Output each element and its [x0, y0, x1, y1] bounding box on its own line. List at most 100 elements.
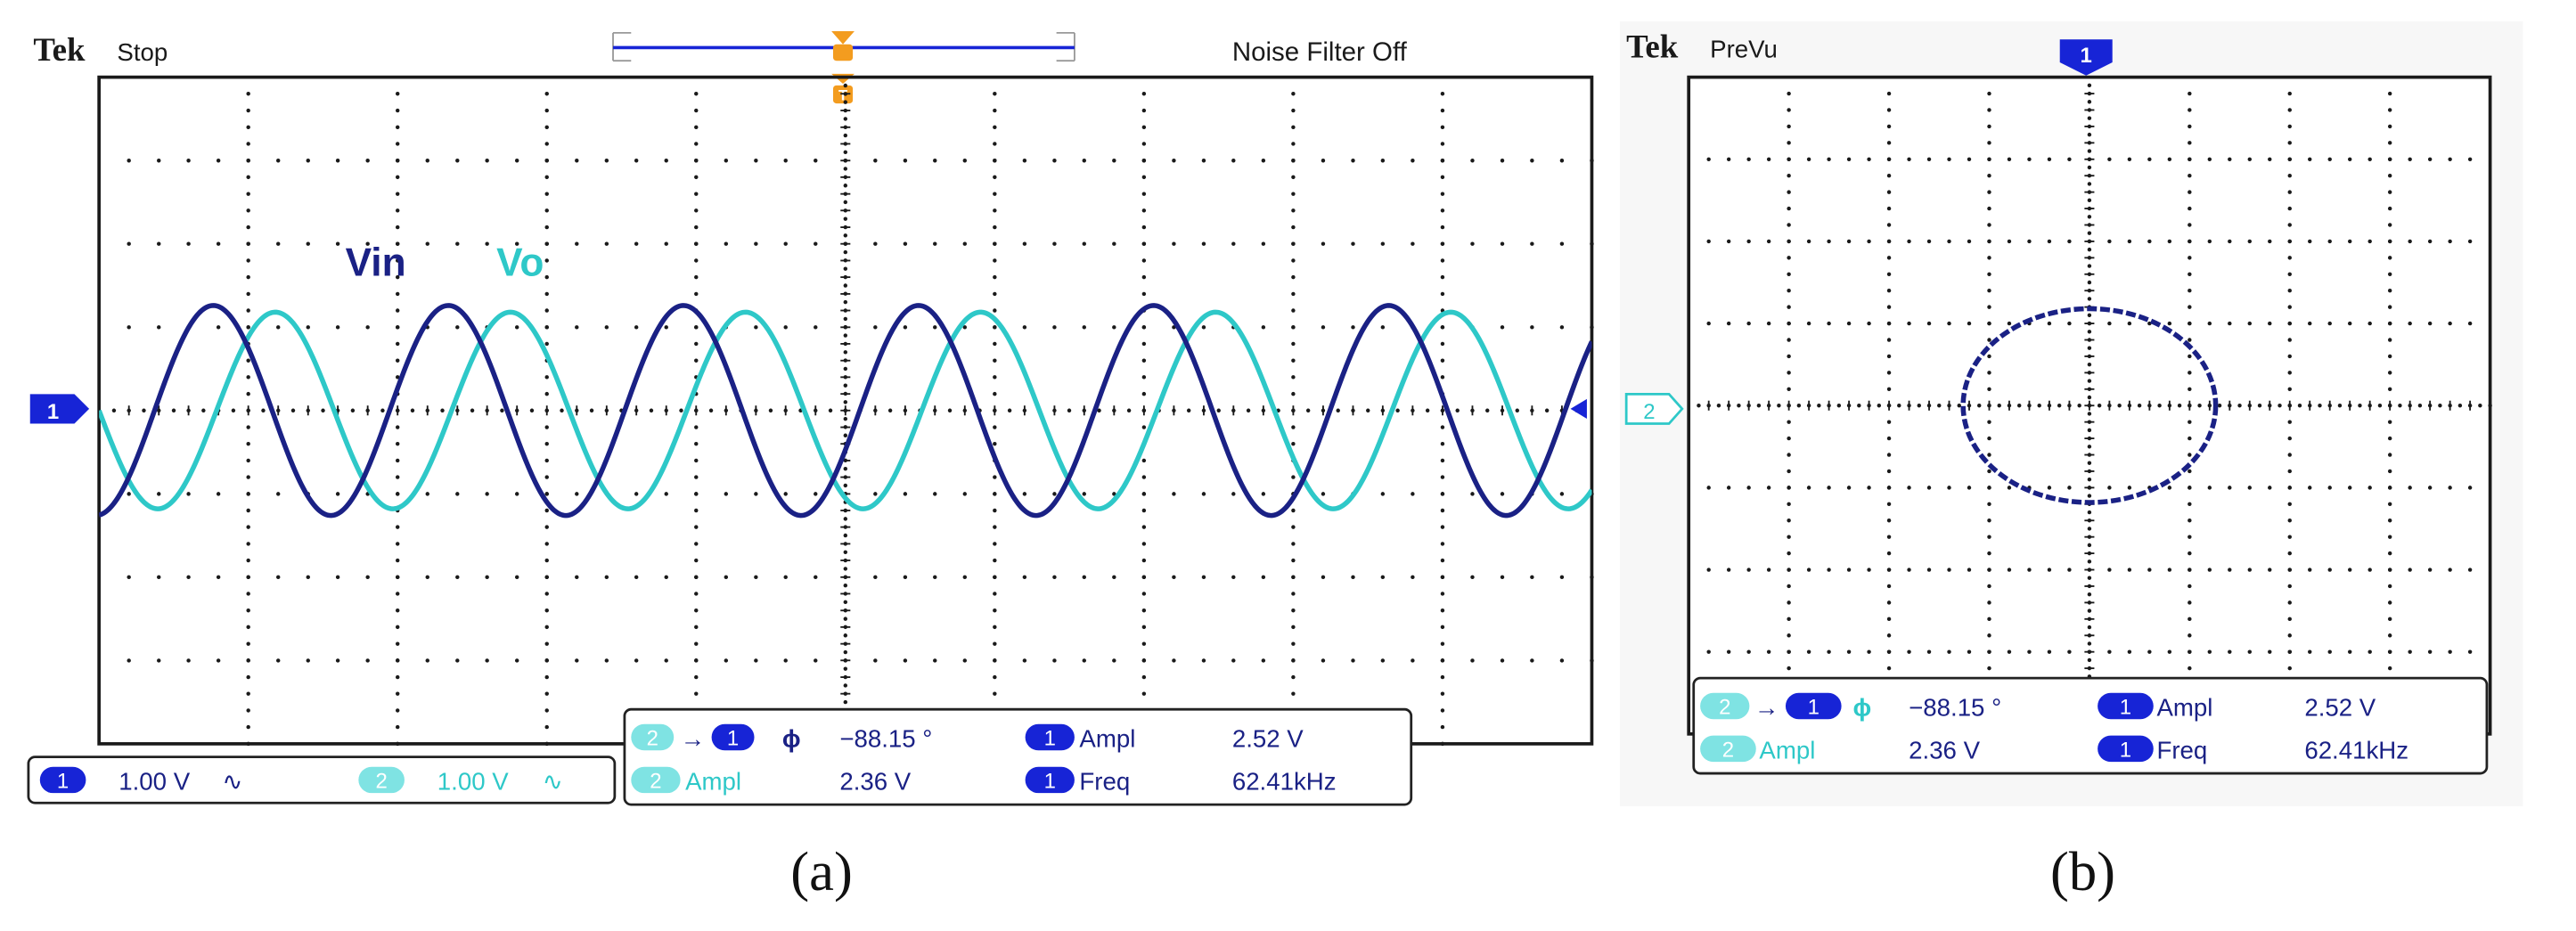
- panel-b-grid-dot: [1987, 239, 1991, 244]
- panel-b-grid-dot: [1886, 387, 1892, 392]
- noise-filter-status: Noise Filter Off: [1232, 37, 1408, 67]
- panel-b-grid-dot: [2188, 354, 2192, 359]
- panel-b-grid-dot: [2287, 157, 2292, 161]
- panel-a-grid-dot: [828, 408, 833, 412]
- panel-a-status: Stop: [117, 38, 168, 66]
- panel-a-grid-dot: [157, 325, 161, 330]
- panel-a-grid-dot: [903, 575, 908, 580]
- panel-a-grid-dot: [231, 408, 236, 412]
- panel-b-grid-dot: [2287, 568, 2292, 572]
- panel-a-grid-dot: [276, 159, 281, 163]
- panel-b-grid-dot: [2047, 239, 2052, 244]
- panel-a-grid-dot: [1440, 492, 1445, 496]
- trigger-position-icon[interactable]: T: [831, 31, 855, 103]
- panel-a-grid-dot: [1261, 575, 1266, 580]
- panel-a-grid-dot: [1112, 658, 1116, 663]
- panel-a-grid-dot: [1291, 142, 1296, 146]
- panel-a-grid-dot: [1291, 641, 1296, 646]
- vo-label: Vo: [496, 241, 544, 285]
- panel-b-grid-dot: [1987, 519, 1991, 523]
- panel-b-grid-dot: [2287, 666, 2292, 671]
- svg-text:2: 2: [1722, 739, 1734, 763]
- ch1-freq-measurement-b[interactable]: 1 Freq 62.41kHz: [2098, 735, 2408, 764]
- panel-a-grid-dot: [1440, 508, 1445, 513]
- panel-a-grid-dot: [395, 558, 400, 563]
- panel-a-grid-dot: [544, 592, 549, 596]
- panel-b-grid-dot: [1846, 239, 1852, 244]
- panel-a-grid-dot: [335, 492, 340, 496]
- panel-a-grid-dot: [544, 575, 549, 580]
- panel-a-grid-dot: [814, 492, 818, 496]
- panel-b-grid-dot: [2287, 239, 2292, 244]
- panel-a-grid-dot: [216, 658, 221, 663]
- ch1-ampl-measurement[interactable]: 1 Ampl 2.52 V: [1025, 723, 1304, 753]
- panel-a-grid-dot: [1559, 575, 1565, 580]
- panel-b-grid-dot: [2087, 641, 2092, 646]
- panel-a-grid-dot: [1291, 375, 1296, 380]
- panel-a-grid-dot: [246, 542, 250, 546]
- panel-b-grid-dot: [2188, 568, 2192, 572]
- panel-a-grid-dot: [455, 658, 460, 663]
- panel-b-grid-dot: [1766, 239, 1771, 244]
- panel-b-grid-dot: [1846, 568, 1852, 572]
- panel-a-grid-dot: [1440, 291, 1445, 297]
- panel-a-grid-dot: [1022, 658, 1027, 663]
- panel-a-grid-dot: [933, 492, 937, 496]
- panel-a-grid-dot: [261, 408, 266, 412]
- ch1-ground-marker[interactable]: 1: [29, 394, 90, 424]
- panel-b-grid-dot: [2087, 494, 2092, 498]
- panel-b-grid-dot: [2087, 657, 2092, 663]
- ch2-scale-readout[interactable]: 2 1.00 V ∿: [358, 766, 563, 796]
- ch1-position-marker[interactable]: 1: [2059, 39, 2113, 76]
- panel-b-grid-dot: [1987, 649, 1991, 654]
- panel-a-grid-dot: [1515, 408, 1519, 412]
- panel-b-grid-dot: [2287, 584, 2292, 589]
- panel-a-grid-dot: [962, 159, 968, 163]
- panel-a-grid-dot: [694, 225, 699, 230]
- phase-measurement-b[interactable]: 2 → 1 ϕ −88.15 °: [1700, 692, 2001, 722]
- panel-b-grid-dot: [1796, 404, 1802, 408]
- panel-b-grid-dot: [1827, 157, 1831, 161]
- panel-b-grid-dot: [2347, 649, 2352, 654]
- ch2-ampl-measurement-b[interactable]: 2 Ampl 2.36 V: [1700, 735, 1981, 764]
- panel-b-status: PreVu: [1710, 36, 1778, 63]
- ch1-ampl-value: 2.52 V: [1232, 725, 1304, 753]
- panel-a-grid-dot: [708, 408, 714, 412]
- panel-a-grid-dot: [1141, 492, 1147, 496]
- panel-a-grid-dot: [1141, 241, 1147, 246]
- panel-b-grid-dot: [2287, 289, 2292, 293]
- panel-b-grid-dot: [2387, 649, 2392, 654]
- panel-a-grid-dot: [455, 492, 460, 496]
- ch2-position-marker[interactable]: 2: [1624, 392, 1684, 425]
- panel-b-grid-dot: [1746, 321, 1751, 326]
- panel-a-grid-dot: [395, 192, 400, 196]
- panel-a-grid-dot: [1291, 308, 1296, 313]
- panel-b-grid-dot: [2387, 157, 2392, 161]
- ch2-ground-arrow-icon[interactable]: [1570, 398, 1587, 419]
- panel-b-grid-dot: [1987, 141, 1991, 145]
- panel-a-grid-dot: [694, 592, 699, 596]
- panel-a-grid-dot: [993, 691, 997, 696]
- ch1-scale-readout[interactable]: 1 1.00 V ∿: [39, 766, 243, 796]
- panel-b-grid-dot: [2448, 568, 2452, 572]
- panel-a-grid-dot: [1440, 458, 1445, 463]
- panel-a-grid-dot: [1351, 159, 1355, 163]
- panel-b-grid-dot: [1907, 649, 1911, 654]
- panel-b-grid-dot: [2188, 108, 2192, 112]
- panel-b-grid-dot: [2087, 264, 2092, 268]
- panel-b-grid-dot: [2087, 116, 2092, 120]
- panel-b-grid-dot: [1787, 436, 1791, 441]
- phase-measurement[interactable]: 2 → 1 ϕ −88.15 °: [631, 723, 932, 753]
- panel-b-grid-dot: [2387, 338, 2392, 342]
- panel-a-grid-dot: [246, 658, 250, 663]
- ch1-ampl-measurement-b[interactable]: 1 Ampl 2.52 V: [2098, 692, 2376, 722]
- svg-text:2: 2: [1643, 400, 1655, 424]
- panel-b-grid-dot: [1787, 108, 1791, 112]
- panel-a-grid-dot: [679, 408, 683, 412]
- panel-a-grid-dot: [933, 575, 937, 580]
- ch1-freq-measurement[interactable]: 1 Freq 62.41kHz: [1025, 766, 1337, 796]
- panel-a-grid-dot: [1052, 575, 1057, 580]
- panel-b-grid-dot: [2387, 173, 2392, 178]
- panel-b-grid-dot: [1987, 206, 1991, 211]
- ch2-ampl-measurement[interactable]: 2 Ampl 2.36 V: [631, 766, 912, 796]
